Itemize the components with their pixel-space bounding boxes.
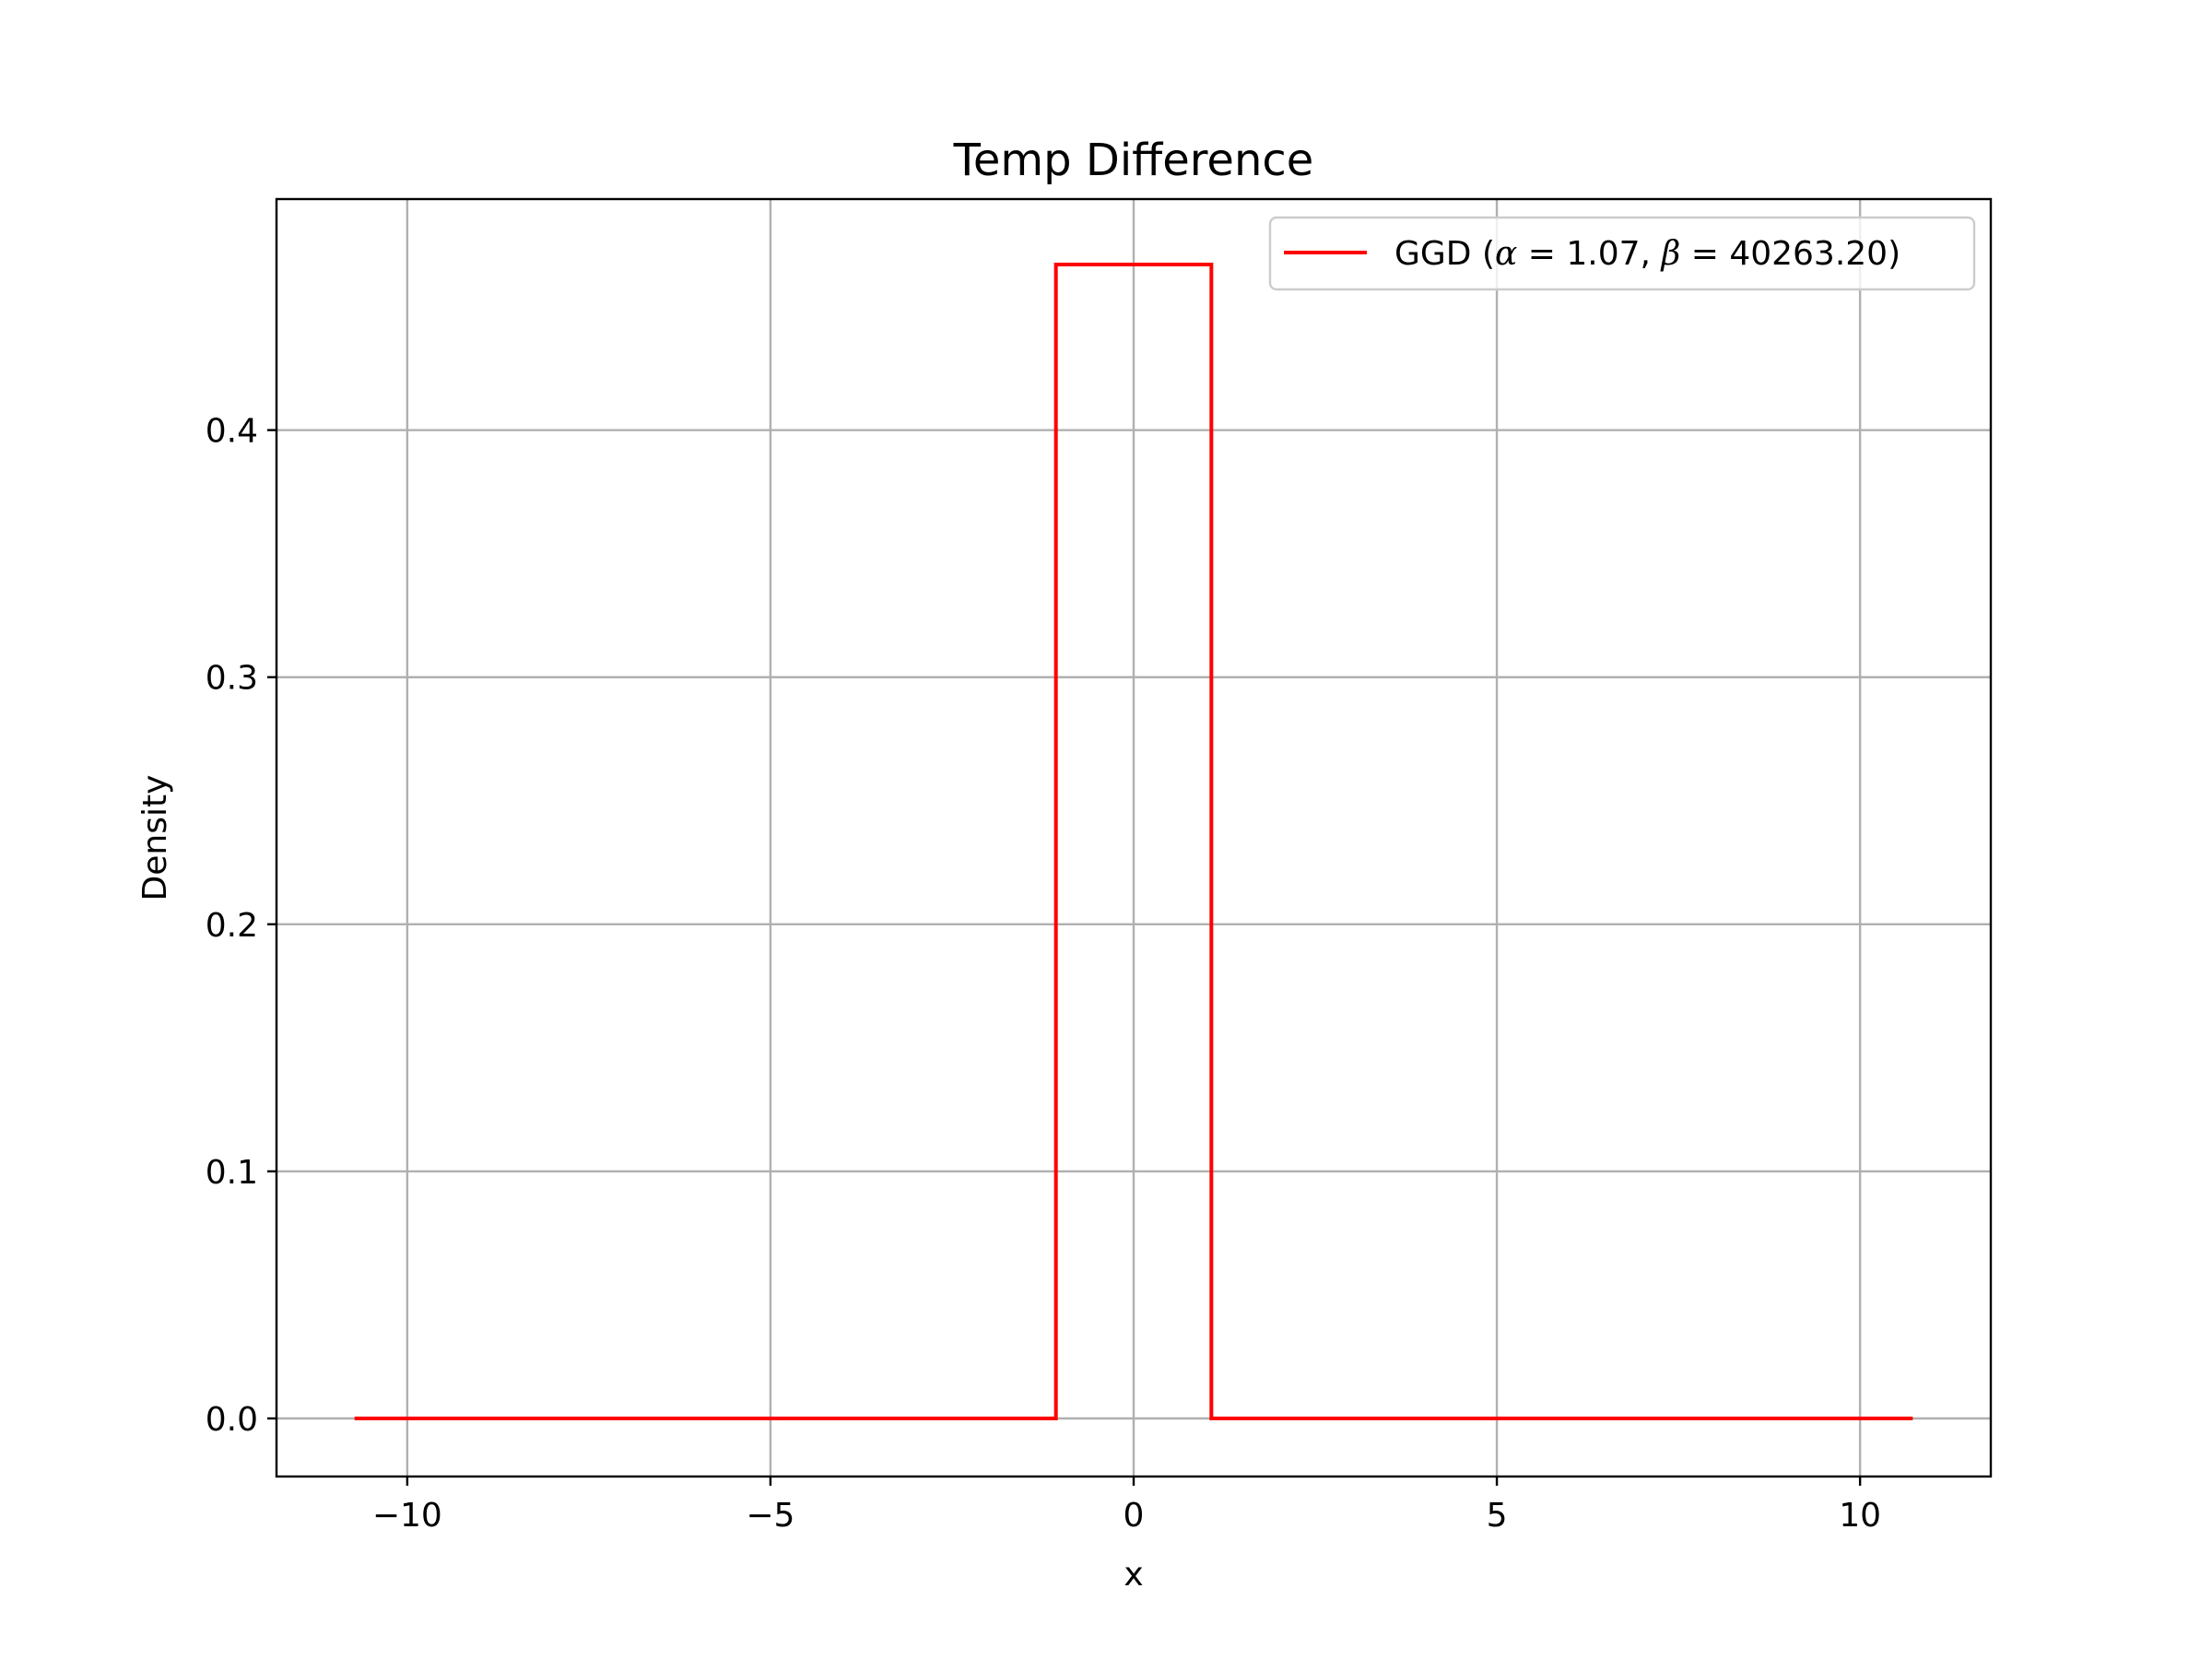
legend-entry-ggd: GGD (α = 1.07, β = 40263.20) (1394, 235, 1900, 273)
y-tick-label: 0.4 (206, 413, 258, 451)
legend-separator: , (1641, 235, 1662, 273)
y-tick-label: 0.1 (206, 1154, 258, 1192)
chart-title: Temp Difference (953, 135, 1314, 186)
series-line-ggd (354, 263, 1913, 1420)
y-axis-label: Density (136, 775, 174, 901)
y-tick-label: 0.3 (206, 660, 258, 698)
x-tick-label: 10 (1839, 1497, 1881, 1535)
x-tick-label: 0 (1124, 1497, 1145, 1535)
legend-alpha-value: 1.07 (1566, 235, 1640, 273)
legend-suffix: ) (1888, 235, 1900, 273)
legend-equals-alpha: = (1517, 235, 1566, 273)
legend-prefix: GGD ( (1394, 235, 1495, 273)
legend: GGD (α = 1.07, β = 40263.20) (1268, 216, 1976, 291)
legend-alpha-symbol: α (1495, 235, 1517, 273)
data-layer (354, 263, 1913, 1420)
legend-beta-value: 40263.20 (1729, 235, 1888, 273)
legend-beta-symbol: β (1659, 235, 1680, 273)
x-tick-label: 5 (1487, 1497, 1508, 1535)
legend-equals-beta: = (1680, 235, 1729, 273)
x-tick-label: −10 (372, 1497, 442, 1535)
y-tick-label: 0.0 (206, 1401, 258, 1439)
ticks: −10 −5 0 5 10 0.0 0.1 0.2 0.3 0.4 (206, 413, 1881, 1535)
y-tick-label: 0.2 (206, 907, 258, 945)
legend-box (1268, 216, 1976, 291)
x-axis-label: x (1124, 1556, 1143, 1594)
x-tick-label: −5 (746, 1497, 794, 1535)
